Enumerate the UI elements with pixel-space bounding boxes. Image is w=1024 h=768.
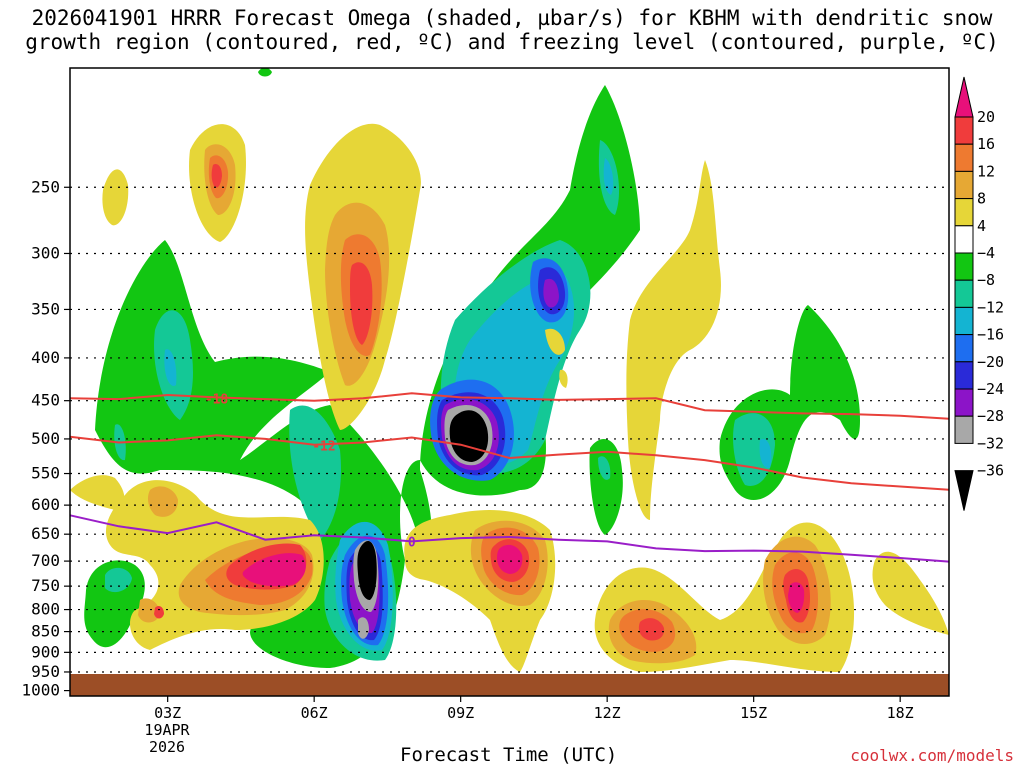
y-tick-label-950: 950: [31, 662, 60, 681]
x-tick-label-06Z: 06Z: [301, 704, 328, 722]
y-tick-label-400: 400: [31, 348, 60, 367]
y-tick-label-850: 850: [31, 622, 60, 641]
x-tick-label-09Z: 09Z: [447, 704, 474, 722]
colorbar-label-4: 4: [977, 217, 986, 235]
dgz-contour-1-label: -12: [312, 439, 335, 454]
x-tick-label-15Z: 15Z: [740, 704, 767, 722]
colorbar-swatch-1: [954, 116, 974, 145]
chart-title-line-1: 2026041901 HRRR Forecast Omega (shaded, …: [31, 6, 993, 30]
pressure-axis: 2503003504004505005506006507007508008509…: [21, 177, 70, 700]
forecast-date-label: 19APR 2026: [132, 722, 202, 756]
colorbar-swatch-10: [954, 361, 974, 390]
ground-surface: [70, 674, 949, 696]
colorbar-swatch-11: [954, 388, 974, 417]
colorbar-label-8: −16: [977, 326, 1004, 344]
y-tick-label-600: 600: [31, 495, 60, 514]
colorbar-swatch-8: [954, 306, 974, 336]
y-tick-label-650: 650: [31, 524, 60, 543]
colorbar-label-0: 20: [977, 108, 995, 126]
colorbar-swatch-7: [954, 279, 974, 308]
colorbar-swatch-6: [954, 252, 974, 281]
colorbar-swatch-3: [954, 170, 974, 200]
dgz-contour-0: [69, 392, 950, 420]
colorbar-label-11: −28: [977, 407, 1004, 425]
colorbar-swatch-top: [954, 76, 974, 118]
x-tick-label-18Z: 18Z: [887, 704, 914, 722]
freezing-level-contour: [69, 514, 950, 563]
time-axis: 03Z 06Z 09Z 12Z 15Z 18Z: [154, 696, 914, 722]
colorbar-label-12: −32: [977, 434, 1004, 452]
omega-colorbar: 20 16 12 8 4 −4 −8 −12 −16 −20 −24 −28 −32 −36: [954, 76, 1004, 511]
colorbar-label-2: 12: [977, 162, 995, 180]
omega-shading: [70, 68, 949, 672]
colorbar-swatch-2: [954, 143, 974, 172]
y-tick-label-250: 250: [31, 177, 60, 196]
x-tick-label-03Z: 03Z: [154, 704, 181, 722]
y-tick-label-750: 750: [31, 576, 60, 595]
y-tick-label-450: 450: [31, 391, 60, 410]
colorbar-swatch-9: [954, 334, 974, 363]
colorbar-label-10: −24: [977, 380, 1004, 398]
x-axis-title: Forecast Time (UTC): [400, 744, 618, 766]
y-tick-label-800: 800: [31, 600, 60, 619]
chart-title-line-2: growth region (contoured, red, ºC) and f…: [25, 30, 999, 54]
colorbar-label-9: −20: [977, 353, 1004, 371]
colorbar-swatch-5: [954, 225, 974, 254]
plot-frame: [69, 67, 950, 697]
colorbar-swatch-4: [954, 198, 974, 227]
y-tick-label-500: 500: [31, 429, 60, 448]
y-tick-label-350: 350: [31, 299, 60, 318]
colorbar-label-1: 16: [977, 135, 995, 153]
y-tick-label-700: 700: [31, 551, 60, 570]
forecast-date-day: 19APR: [144, 721, 190, 739]
y-tick-label-300: 300: [31, 243, 60, 262]
x-tick-label-12Z: 12Z: [594, 704, 621, 722]
colorbar-label-7: −12: [977, 298, 1004, 316]
temperature-contours: -18 -12 0: [69, 392, 950, 563]
y-tick-label-1000: 1000: [21, 681, 60, 700]
source-credit[interactable]: coolwx.com/models: [850, 746, 1014, 765]
dgz-contour-0-label: -18: [205, 392, 229, 407]
forecast-date-year: 2026: [148, 738, 186, 756]
freezing-level-contour-label: 0: [408, 535, 416, 550]
colorbar-label-3: 8: [977, 190, 986, 208]
y-tick-label-550: 550: [31, 464, 60, 483]
y-tick-label-900: 900: [31, 642, 60, 661]
dgz-contour-1: [69, 434, 950, 491]
colorbar-swatch-bottom: [954, 470, 974, 511]
colorbar-label-5: −4: [977, 244, 995, 262]
colorbar-label-13: −36: [977, 462, 1004, 480]
colorbar-label-6: −8: [977, 271, 995, 289]
colorbar-swatch-12: [954, 415, 974, 444]
